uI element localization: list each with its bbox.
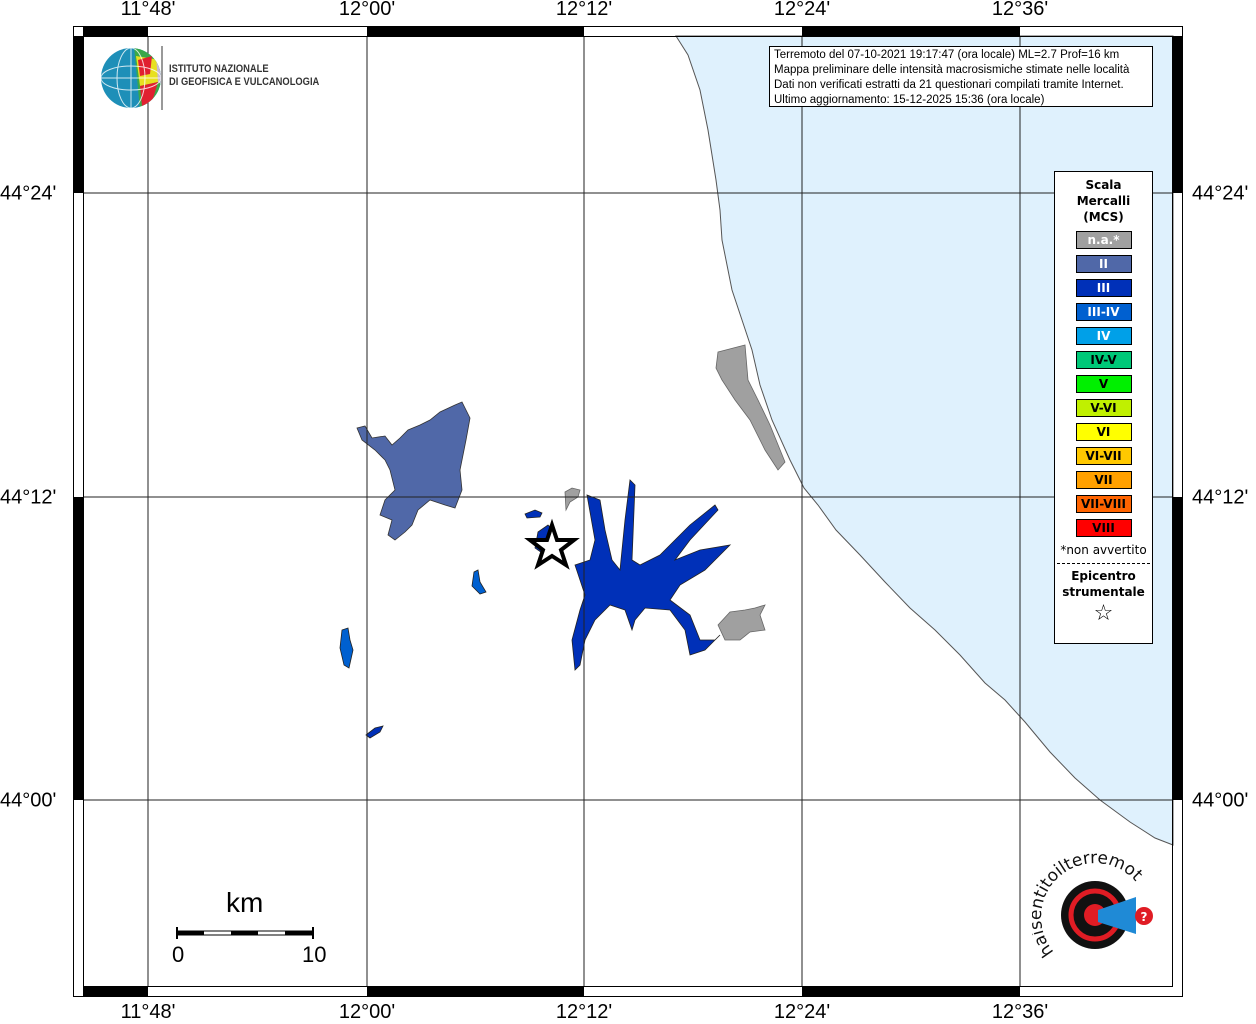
mcs-legend: Scala Mercalli (MCS) n.a.* II III III-IV IV I… [1054,171,1153,644]
legend-swatch: IV-V [1075,351,1132,369]
epicenter-legend-label: Epicentro strumentale [1055,568,1152,600]
area-intensity-III-IV [471,569,487,595]
scale-unit: km [226,887,264,918]
sea-area [675,35,1174,846]
star-icon: ☆ [1093,601,1114,626]
earthquake-info-box: Terremoto del 07-10-2021 19:17:47 (ora l… [769,46,1153,107]
legend-swatch: VI [1075,423,1132,441]
lon-tick-bottom: 12°12' [555,1001,613,1023]
legend-swatch: VIII [1075,519,1132,537]
ingv-line: ISTITUTO NAZIONALE [169,63,269,75]
info-line: Dati non verificati estratti da 21 quest… [774,79,1124,91]
lon-tick-top: 12°00' [338,0,396,20]
lat-tick-left: 44°00' [0,789,57,812]
legend-note: *non avvertito [1060,543,1147,557]
lat-tick-left: 44°24' [0,182,57,205]
legend-title-line: Mercalli [1076,194,1131,208]
lon-tick-top: 12°36' [991,0,1049,20]
legend-title-line: (MCS) [1083,210,1124,224]
info-line: Terremoto del 07-10-2021 19:17:47 (ora l… [774,49,1120,61]
legend-swatch: III [1075,279,1132,297]
area-intensity-II [356,401,471,541]
scale-end: 10 [302,942,327,967]
lat-tick-right: 44°24' [1192,182,1249,205]
lon-tick-top: 11°48' [120,0,176,20]
map-frame [73,26,1183,997]
lon-tick-bottom: 12°00' [338,1001,396,1023]
lon-tick-bottom: 11°48' [120,1001,176,1023]
legend-swatch: III-IV [1075,303,1132,321]
legend-title-line: Scala [1085,178,1122,192]
lat-tick-left: 44°12' [0,486,57,509]
scale-start: 0 [172,942,185,967]
epicenter-label-line: strumentale [1062,585,1145,599]
legend-swatch: VII [1075,471,1132,489]
lon-tick-bottom: 12°36' [991,1001,1049,1023]
legend-swatch: V [1075,375,1132,393]
epicenter-star-icon [524,518,580,570]
legend-swatch: IV [1075,327,1132,345]
scale-bar: km 0 10 [170,885,330,975]
lon-tick-top: 12°12' [555,0,613,20]
lat-tick-right: 44°12' [1192,486,1249,509]
legend-swatch: n.a.* [1075,231,1132,249]
legend-title: Scala Mercalli (MCS) [1055,177,1152,225]
legend-swatch: V-VI [1075,399,1132,417]
area-intensity-III-IV [339,627,354,669]
svg-text:?: ? [1141,910,1148,924]
info-line: Ultimo aggiornamento: 15-12-2025 15:36 (… [774,94,1045,106]
haisentito-logo: ? haisentitoilterremoto.it [1032,852,1153,961]
ingv-globe-logo [101,46,163,110]
area-not-felt-port [715,344,786,471]
legend-divider [1057,563,1150,564]
legend-swatch: II [1075,255,1132,273]
lon-tick-bottom: 12°24' [773,1001,831,1023]
area-not-felt [717,604,766,641]
lon-tick-top: 12°24' [773,0,831,20]
info-line: Mappa preliminare delle intensità macros… [774,64,1130,76]
ingv-line: DI GEOFISICA E VULCANOLOGIA [169,76,320,88]
legend-swatch: VII-VIII [1075,495,1132,513]
area-intensity-III [365,725,384,739]
lat-tick-right: 44°00' [1192,789,1249,812]
ingv-logo-text: ISTITUTO NAZIONALE DI GEOFISICA E VULCAN… [169,63,319,89]
area-intensity-III [524,509,543,519]
epicenter-label-line: Epicentro [1071,569,1136,583]
graticule [83,36,1173,987]
legend-swatch: VI-VII [1075,447,1132,465]
area-intensity-III [571,479,732,671]
